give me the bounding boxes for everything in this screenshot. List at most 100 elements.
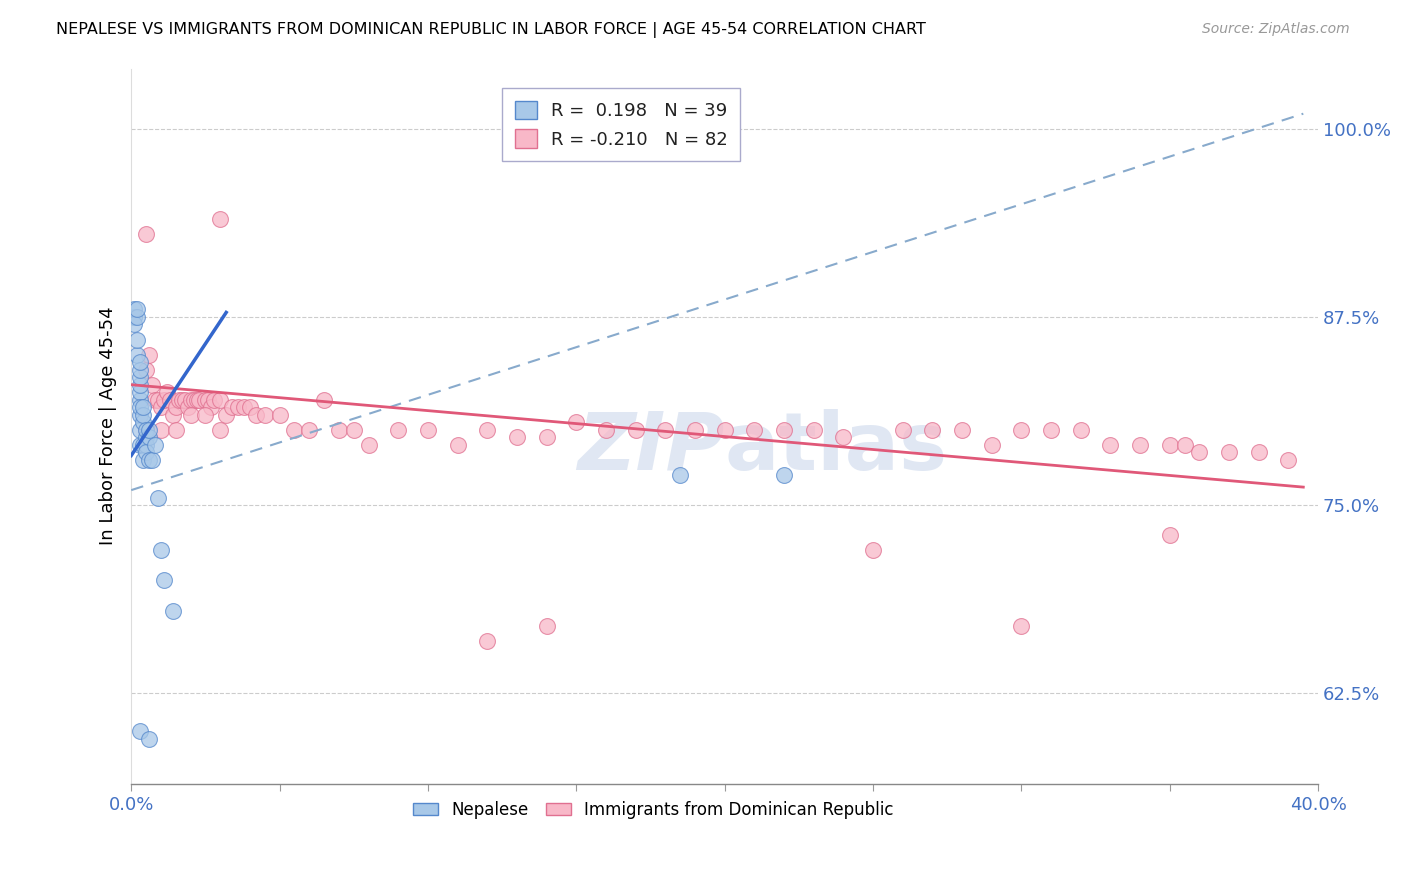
Point [197, 392, 219, 407]
Point [141, 377, 163, 392]
Point [298, 423, 321, 437]
Point [1277, 453, 1299, 467]
Point [253, 408, 276, 422]
Point [165, 423, 187, 437]
Point [477, 423, 499, 437]
Point [129, 392, 152, 407]
Point [135, 362, 157, 376]
Text: Source: ZipAtlas.com: Source: ZipAtlas.com [1202, 22, 1350, 37]
Point [149, 543, 172, 558]
Point [387, 423, 409, 437]
Point [167, 392, 190, 407]
Point [343, 423, 366, 437]
Text: NEPALESE VS IMMIGRANTS FROM DOMINICAN REPUBLIC IN LABOR FORCE | AGE 45-54 CORREL: NEPALESE VS IMMIGRANTS FROM DOMINICAN RE… [56, 22, 927, 38]
Point [138, 348, 160, 362]
Point [314, 392, 336, 407]
Point [127, 302, 149, 317]
Point [138, 423, 160, 437]
Point [283, 423, 305, 437]
Point [357, 438, 380, 452]
Point [1099, 438, 1122, 452]
Point [862, 543, 884, 558]
Point [127, 310, 149, 324]
Point [132, 401, 155, 415]
Point [132, 408, 155, 422]
Point [773, 423, 796, 437]
Point [477, 633, 499, 648]
Point [122, 310, 145, 324]
Point [143, 392, 166, 407]
Point [153, 392, 176, 407]
Point [194, 392, 217, 407]
Point [328, 423, 350, 437]
Point [536, 618, 558, 632]
Point [1174, 438, 1197, 452]
Point [226, 401, 249, 415]
Point [129, 370, 152, 384]
Point [165, 401, 187, 415]
Point [683, 423, 706, 437]
Point [132, 416, 155, 430]
Point [129, 355, 152, 369]
Y-axis label: In Labor Force | Age 45-54: In Labor Force | Age 45-54 [100, 307, 117, 545]
Point [1159, 528, 1181, 542]
Point [129, 423, 152, 437]
Text: ZIP: ZIP [578, 409, 724, 486]
Point [1188, 445, 1211, 459]
Point [132, 438, 155, 452]
Point [135, 227, 157, 241]
Point [416, 423, 439, 437]
Point [1218, 445, 1240, 459]
Point [135, 423, 157, 437]
Point [156, 385, 179, 400]
Point [832, 430, 855, 444]
Point [135, 445, 157, 459]
Point [654, 423, 676, 437]
Point [1010, 423, 1032, 437]
Point [624, 423, 647, 437]
Point [188, 392, 211, 407]
Point [146, 392, 169, 407]
Point [215, 408, 238, 422]
Point [980, 438, 1002, 452]
Text: atlas: atlas [724, 409, 948, 486]
Point [1159, 438, 1181, 452]
Point [773, 468, 796, 483]
Point [149, 423, 172, 437]
Point [159, 392, 181, 407]
Point [176, 401, 198, 415]
Point [127, 348, 149, 362]
Point [146, 491, 169, 505]
Point [1010, 618, 1032, 632]
Point [135, 430, 157, 444]
Point [138, 430, 160, 444]
Point [138, 453, 160, 467]
Point [162, 604, 184, 618]
Point [129, 385, 152, 400]
Point [186, 392, 208, 407]
Point [129, 724, 152, 739]
Point [269, 408, 291, 422]
Point [149, 401, 172, 415]
Point [162, 408, 184, 422]
Point [536, 430, 558, 444]
Point [180, 392, 202, 407]
Point [1040, 423, 1063, 437]
Point [129, 401, 152, 415]
Point [122, 318, 145, 332]
Point [122, 302, 145, 317]
Point [209, 212, 232, 227]
Point [209, 423, 232, 437]
Point [129, 377, 152, 392]
Point [129, 408, 152, 422]
Point [153, 574, 176, 588]
Point [1247, 445, 1270, 459]
Point [127, 333, 149, 347]
Point [713, 423, 735, 437]
Point [200, 401, 222, 415]
Point [180, 408, 202, 422]
Point [1129, 438, 1152, 452]
Point [135, 423, 157, 437]
Point [446, 438, 468, 452]
Point [183, 392, 205, 407]
